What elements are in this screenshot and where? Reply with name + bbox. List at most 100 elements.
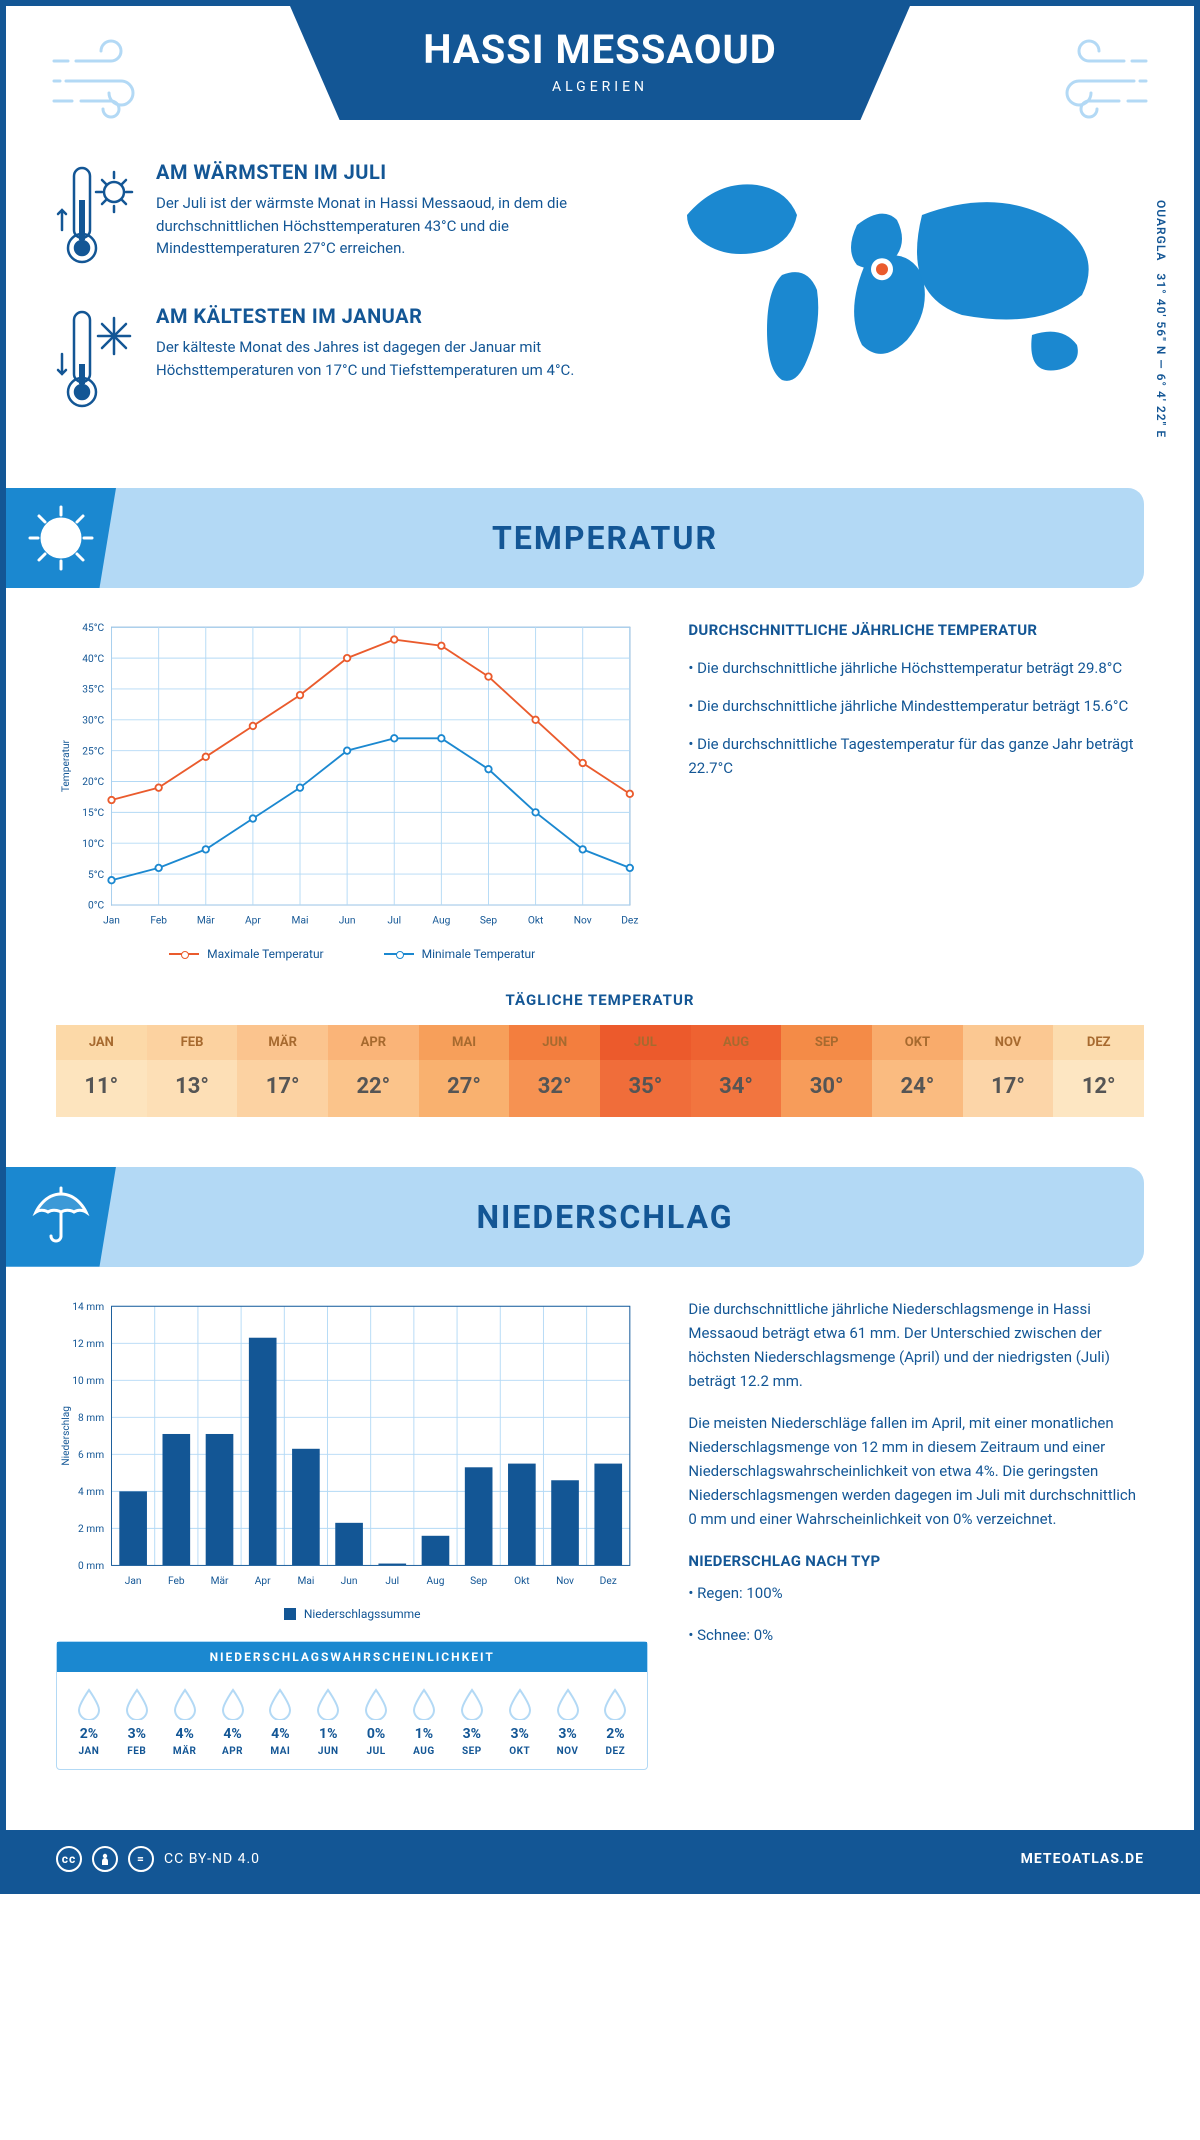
daily-temp-cell: JUL35°: [600, 1025, 691, 1117]
svg-text:Jul: Jul: [385, 1576, 399, 1587]
precip-prob-cell: 3%FEB: [113, 1688, 161, 1757]
daily-temp-cell: JAN11°: [56, 1025, 147, 1117]
svg-text:4 mm: 4 mm: [78, 1487, 104, 1498]
precipitation-probability-box: NIEDERSCHLAGSWAHRSCHEINLICHKEIT 2%JAN 3%…: [56, 1641, 648, 1770]
svg-text:15°C: 15°C: [82, 808, 104, 819]
svg-text:Niederschlag: Niederschlag: [61, 1405, 72, 1465]
raindrop-icon: [602, 1688, 628, 1720]
footer: cc = CC BY-ND 4.0 METEOATLAS.DE: [6, 1830, 1194, 1888]
daily-temp-strip: JAN11°FEB13°MÄR17°APR22°MAI27°JUN32°JUL3…: [56, 1025, 1144, 1117]
raindrop-icon: [507, 1688, 533, 1720]
wind-icon-left: [46, 36, 166, 130]
svg-text:10 mm: 10 mm: [72, 1376, 104, 1387]
cc-icon: cc: [56, 1846, 82, 1872]
temperature-facts: DURCHSCHNITTLICHE JÄHRLICHE TEMPERATUR •…: [688, 618, 1144, 961]
precip-prob-cell: 3%OKT: [496, 1688, 544, 1757]
precip-prob-cell: 1%AUG: [400, 1688, 448, 1757]
daily-temp-cell: MÄR17°: [237, 1025, 328, 1117]
daily-temp-cell: OKT24°: [872, 1025, 963, 1117]
by-icon: [92, 1846, 118, 1872]
precip-prob-cell: 4%MAI: [256, 1688, 304, 1757]
svg-text:5°C: 5°C: [88, 870, 105, 881]
umbrella-icon: [6, 1167, 116, 1267]
world-map: [620, 160, 1144, 420]
warmest-text: Der Juli ist der wärmste Monat in Hassi …: [156, 192, 580, 260]
coldest-text: Der kälteste Monat des Jahres ist dagege…: [156, 336, 580, 381]
svg-text:20°C: 20°C: [82, 777, 104, 788]
thermometer-cold-icon: [56, 304, 136, 418]
coldest-heading: AM KÄLTESTEN IM JANUAR: [156, 304, 580, 328]
svg-text:10°C: 10°C: [82, 839, 104, 850]
raindrop-icon: [363, 1688, 389, 1720]
raindrop-icon: [315, 1688, 341, 1720]
svg-text:Dez: Dez: [600, 1576, 617, 1587]
daily-temp-heading: TÄGLICHE TEMPERATUR: [56, 991, 1144, 1009]
svg-text:Temperatur: Temperatur: [61, 739, 72, 792]
temp-fact-3: • Die durchschnittliche Tagestemperatur …: [688, 732, 1144, 780]
svg-text:Jul: Jul: [387, 915, 401, 926]
svg-text:Dez: Dez: [621, 915, 638, 926]
license-text: CC BY-ND 4.0: [164, 1851, 260, 1867]
svg-text:Aug: Aug: [432, 915, 450, 926]
svg-text:Mär: Mär: [211, 1576, 229, 1587]
svg-text:25°C: 25°C: [82, 746, 104, 757]
precipitation-text: Die durchschnittliche jährliche Niedersc…: [688, 1297, 1144, 1770]
raindrop-icon: [76, 1688, 102, 1720]
thermometer-hot-icon: [56, 160, 136, 274]
intro-section: AM WÄRMSTEN IM JULI Der Juli ist der wär…: [56, 160, 1144, 448]
precip-prob-cell: 1%JUN: [304, 1688, 352, 1757]
country-subtitle: ALGERIEN: [370, 79, 830, 95]
daily-temp-cell: JUN32°: [509, 1025, 600, 1117]
svg-text:Apr: Apr: [245, 915, 261, 926]
svg-text:35°C: 35°C: [82, 685, 104, 696]
raindrop-icon: [172, 1688, 198, 1720]
svg-text:30°C: 30°C: [82, 716, 104, 727]
city-title: HASSI MESSAOUD: [370, 26, 830, 73]
coordinates-text: OUARGLA 31° 40' 56" N — 6° 4' 22" E: [1154, 200, 1168, 438]
sun-icon: [6, 488, 116, 588]
raindrop-icon: [459, 1688, 485, 1720]
precip-prob-cell: 3%NOV: [544, 1688, 592, 1757]
svg-text:Mär: Mär: [197, 915, 215, 926]
raindrop-icon: [267, 1688, 293, 1720]
daily-temp-cell: DEZ12°: [1053, 1025, 1144, 1117]
svg-text:2 mm: 2 mm: [78, 1524, 104, 1535]
precip-snow: • Schnee: 0%: [688, 1623, 1144, 1647]
precip-prob-cell: 0%JUL: [352, 1688, 400, 1757]
daily-temp-cell: NOV17°: [963, 1025, 1054, 1117]
svg-text:Jun: Jun: [339, 915, 356, 926]
daily-temp-cell: AUG34°: [691, 1025, 782, 1117]
precip-prob-heading: NIEDERSCHLAGSWAHRSCHEINLICHKEIT: [57, 1642, 647, 1672]
coldest-block: AM KÄLTESTEN IM JANUAR Der kälteste Mona…: [56, 304, 580, 418]
precip-prob-cell: 3%SEP: [448, 1688, 496, 1757]
svg-text:Apr: Apr: [255, 1576, 271, 1587]
precip-prob-cell: 4%APR: [209, 1688, 257, 1757]
svg-text:Okt: Okt: [514, 1576, 529, 1587]
section-header-temperature: TEMPERATUR: [6, 488, 1144, 588]
raindrop-icon: [124, 1688, 150, 1720]
svg-text:Feb: Feb: [150, 915, 167, 926]
site-credit: METEOATLAS.DE: [1021, 1851, 1144, 1867]
precip-p2: Die meisten Niederschläge fallen im Apri…: [688, 1411, 1144, 1531]
nd-icon: =: [128, 1846, 154, 1872]
wind-icon-right: [1034, 36, 1154, 130]
daily-temp-cell: FEB13°: [147, 1025, 238, 1117]
raindrop-icon: [411, 1688, 437, 1720]
warmest-block: AM WÄRMSTEN IM JULI Der Juli ist der wär…: [56, 160, 580, 274]
temperature-line-chart: 0°C5°C10°C15°C20°C25°C30°C35°C40°C45°CJa…: [56, 618, 648, 961]
temp-fact-2: • Die durchschnittliche jährliche Mindes…: [688, 694, 1144, 718]
section-header-precipitation: NIEDERSCHLAG: [6, 1167, 1144, 1267]
precip-prob-cell: 2%JAN: [65, 1688, 113, 1757]
svg-text:Mai: Mai: [297, 1576, 314, 1587]
daily-temp-cell: MAI27°: [419, 1025, 510, 1117]
precip-prob-cell: 4%MÄR: [161, 1688, 209, 1757]
svg-text:8 mm: 8 mm: [78, 1413, 104, 1424]
svg-text:14 mm: 14 mm: [72, 1302, 104, 1313]
temperature-heading: TEMPERATUR: [116, 519, 1094, 557]
svg-text:0 mm: 0 mm: [78, 1561, 104, 1572]
temperature-legend: Maximale Temperatur Minimale Temperatur: [56, 947, 648, 961]
precip-type-heading: NIEDERSCHLAG NACH TYP: [688, 1549, 1144, 1573]
svg-text:40°C: 40°C: [82, 654, 104, 665]
precip-prob-cell: 2%DEZ: [591, 1688, 639, 1757]
raindrop-icon: [220, 1688, 246, 1720]
